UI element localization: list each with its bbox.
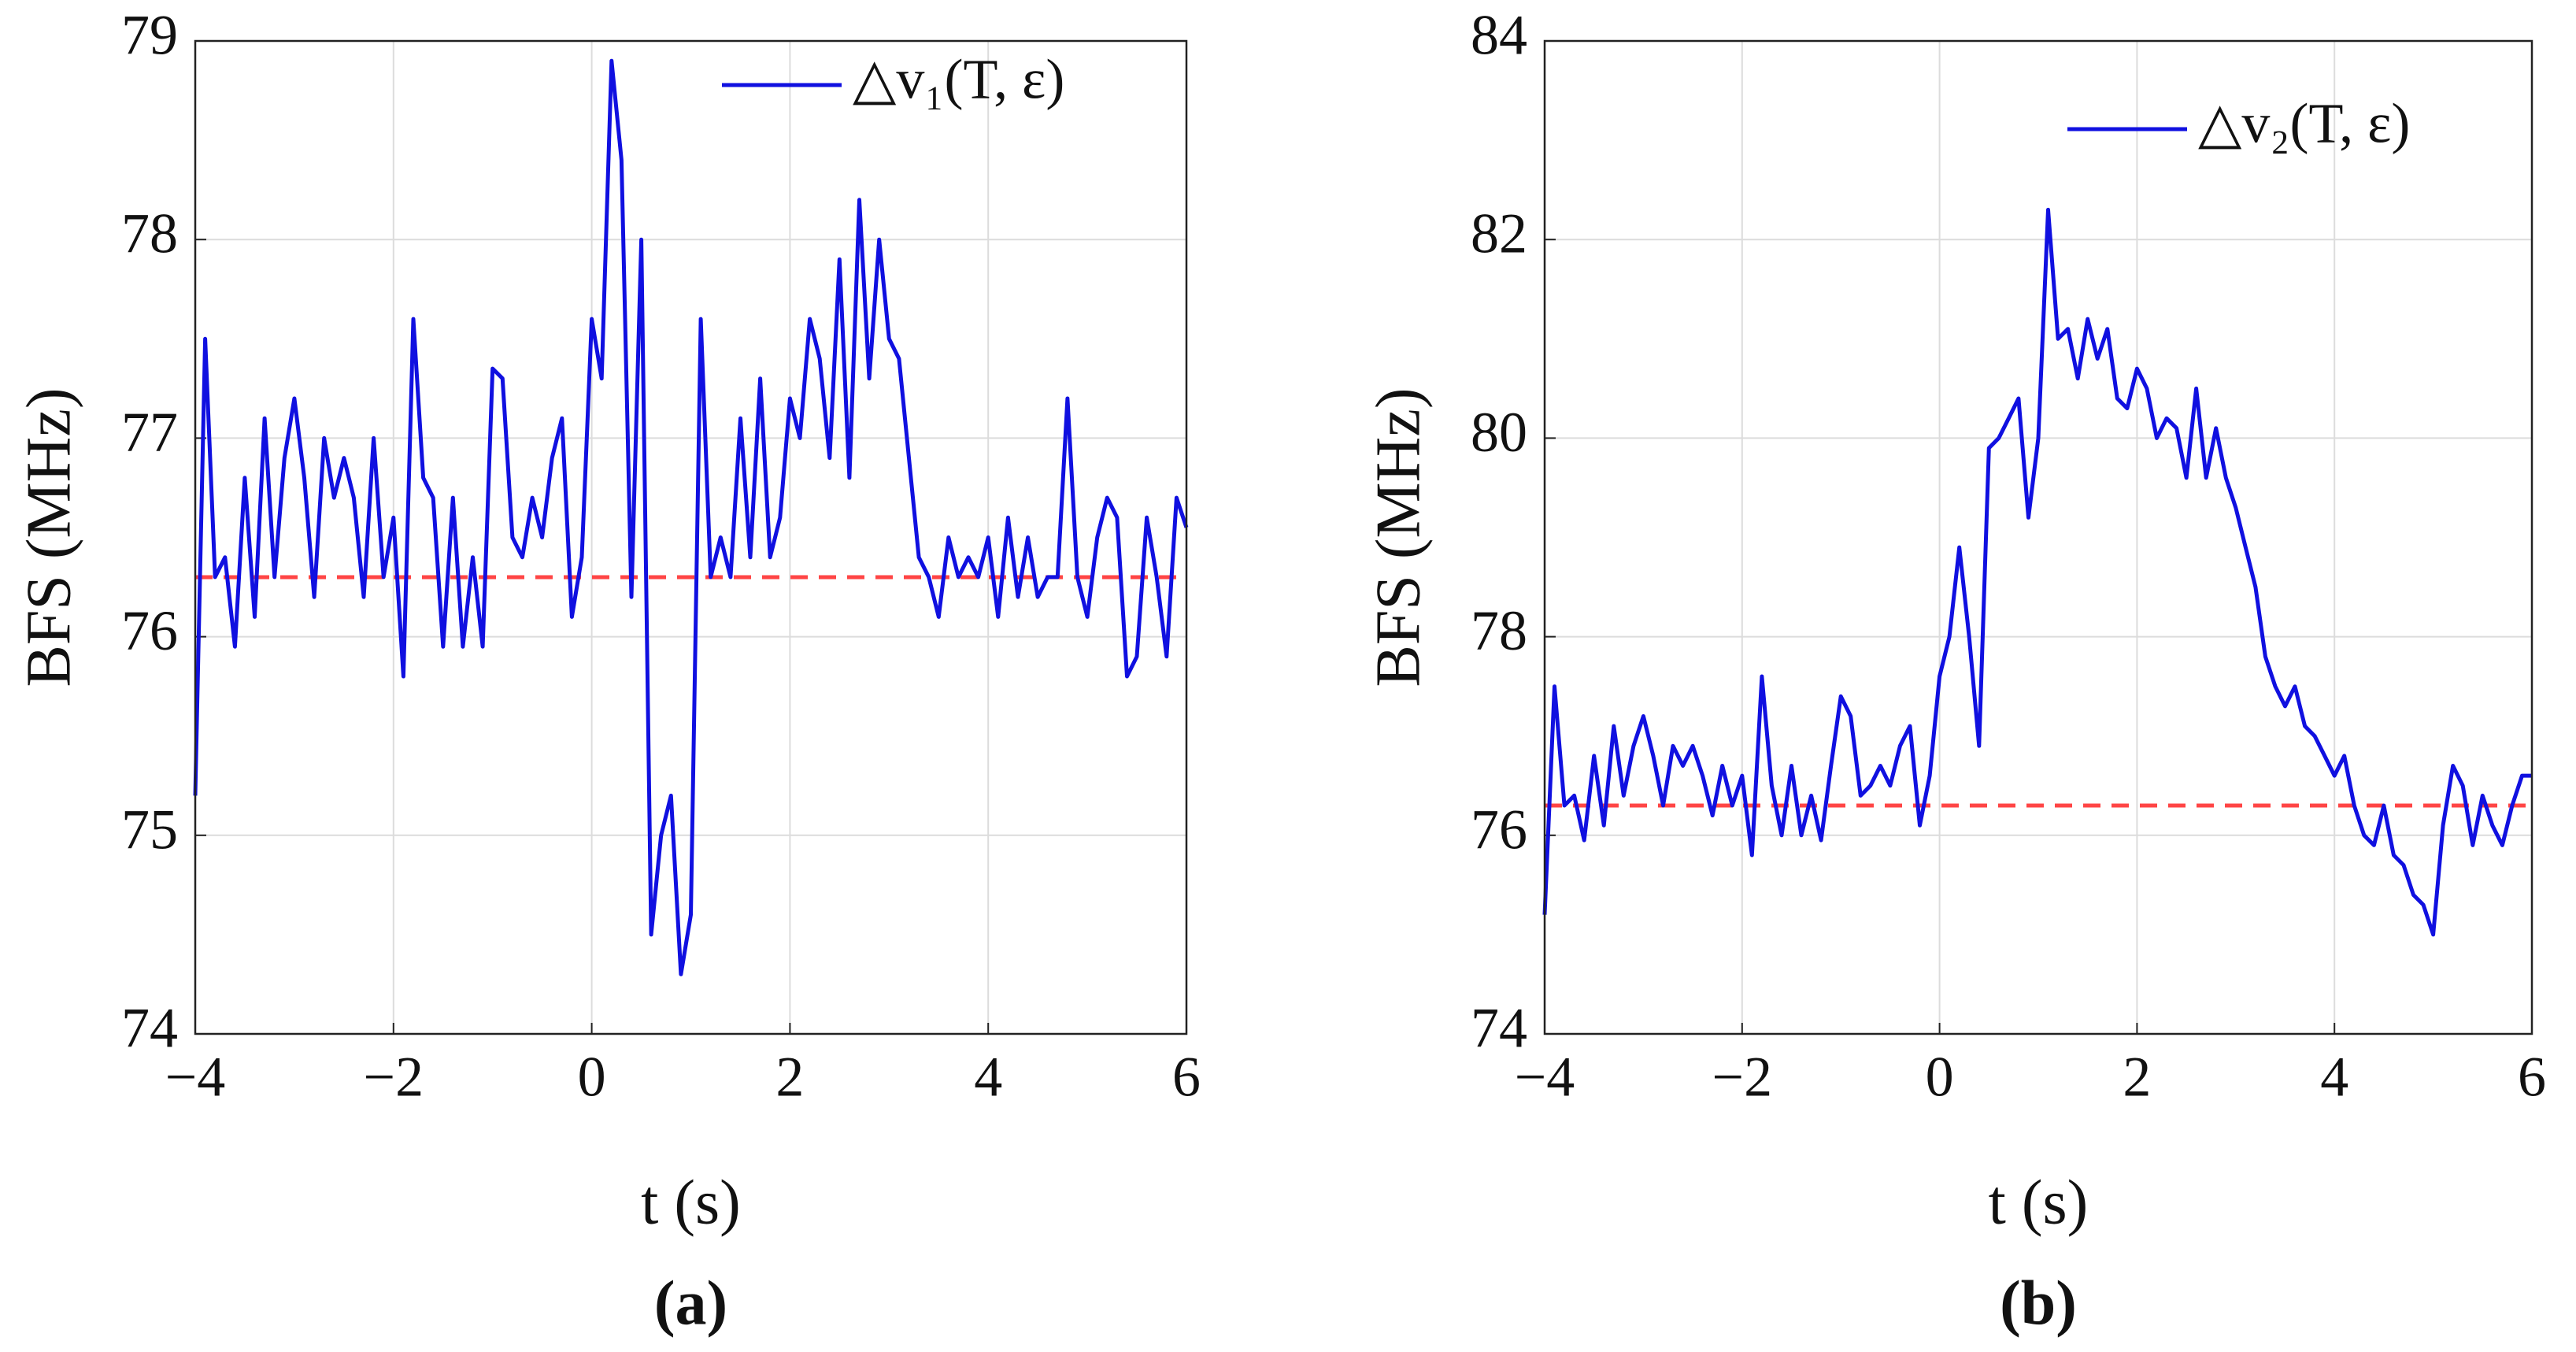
y-tick-label: 76 — [121, 599, 178, 662]
y-tick-label: 80 — [1471, 401, 1527, 464]
x-tick-label: −2 — [1712, 1046, 1772, 1109]
y-tick-label: 79 — [121, 4, 178, 67]
y-tick-label: 75 — [121, 798, 178, 861]
x-tick-label: 4 — [2320, 1046, 2348, 1109]
x-axis-label: t (s) — [1989, 1168, 2089, 1237]
plot-area — [1545, 41, 2532, 1034]
legend-label: △v₂(T, ε) — [2198, 92, 2410, 155]
x-tick-label: 2 — [775, 1046, 804, 1109]
plot-frame — [1543, 39, 2533, 1035]
y-axis-label: BFS (MHz) — [14, 387, 83, 687]
y-tick-label: 76 — [1471, 798, 1527, 861]
x-tick-label: 2 — [2123, 1046, 2151, 1109]
x-tick-label: 4 — [974, 1046, 1002, 1109]
data-line — [1542, 207, 2532, 937]
x-tick-label: 6 — [2518, 1046, 2546, 1109]
panel-label: (b) — [2000, 1269, 2077, 1338]
legend-label: △v₁(T, ε) — [853, 48, 1064, 111]
x-tick-label: 6 — [1172, 1046, 1201, 1109]
x-tick-label: −4 — [165, 1046, 226, 1109]
x-tick-label: −2 — [363, 1046, 424, 1109]
plot-frame — [194, 39, 1188, 1035]
data-line — [193, 58, 1189, 976]
x-tick-label: 0 — [578, 1046, 606, 1109]
y-tick-label: 74 — [121, 997, 178, 1060]
x-tick-label: 0 — [1926, 1046, 1954, 1109]
y-axis-label: BFS (MHz) — [1364, 387, 1433, 687]
y-tick-label: 82 — [1471, 202, 1527, 265]
y-tick-label: 74 — [1471, 997, 1527, 1060]
x-axis-label: t (s) — [641, 1168, 741, 1237]
y-tick-label: 78 — [121, 202, 178, 265]
y-tick-label: 78 — [1471, 599, 1527, 662]
y-tick-label: 84 — [1471, 4, 1527, 67]
panel-label: (a) — [654, 1269, 727, 1338]
y-tick-label: 77 — [121, 401, 178, 464]
x-tick-label: −4 — [1515, 1046, 1575, 1109]
